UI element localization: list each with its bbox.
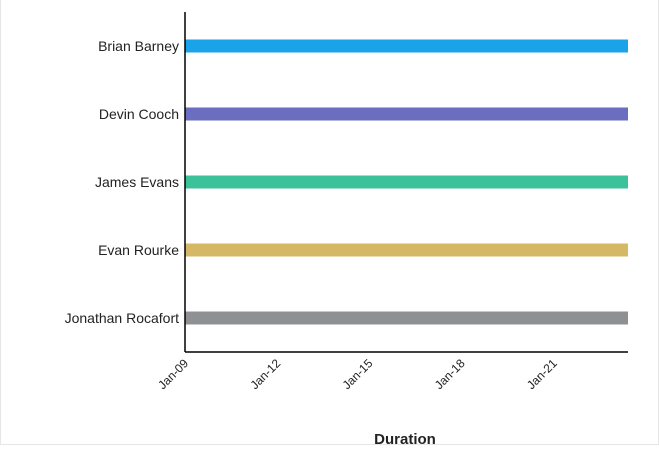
- bar-devin-cooch: [185, 107, 628, 121]
- x-tick-jan-21: Jan-21: [524, 356, 560, 392]
- category-labels: Brian Barney Devin Cooch James Evans Evan R…: [65, 38, 180, 326]
- bar-brian-barney: [185, 39, 628, 53]
- category-label-jonathan-rocafort: Jonathan Rocafort: [65, 310, 180, 326]
- category-label-devin-cooch: Devin Cooch: [99, 106, 179, 122]
- x-tick-jan-12: Jan-12: [247, 356, 283, 392]
- category-label-evan-rourke: Evan Rourke: [98, 242, 179, 258]
- x-tick-jan-09: Jan-09: [155, 356, 191, 392]
- x-tick-labels: Jan-09 Jan-12 Jan-15 Jan-18 Jan-21: [155, 356, 560, 392]
- bar-jonathan-rocafort: [185, 311, 628, 325]
- bar-evan-rourke: [185, 243, 628, 257]
- x-tick-jan-15: Jan-15: [340, 356, 376, 392]
- category-label-brian-barney: Brian Barney: [98, 38, 179, 54]
- x-axis-title: Duration: [374, 431, 436, 444]
- x-tick-jan-18: Jan-18: [432, 356, 468, 392]
- bars-layer: [185, 39, 628, 325]
- bar-james-evans: [185, 175, 628, 189]
- category-label-james-evans: James Evans: [95, 174, 179, 190]
